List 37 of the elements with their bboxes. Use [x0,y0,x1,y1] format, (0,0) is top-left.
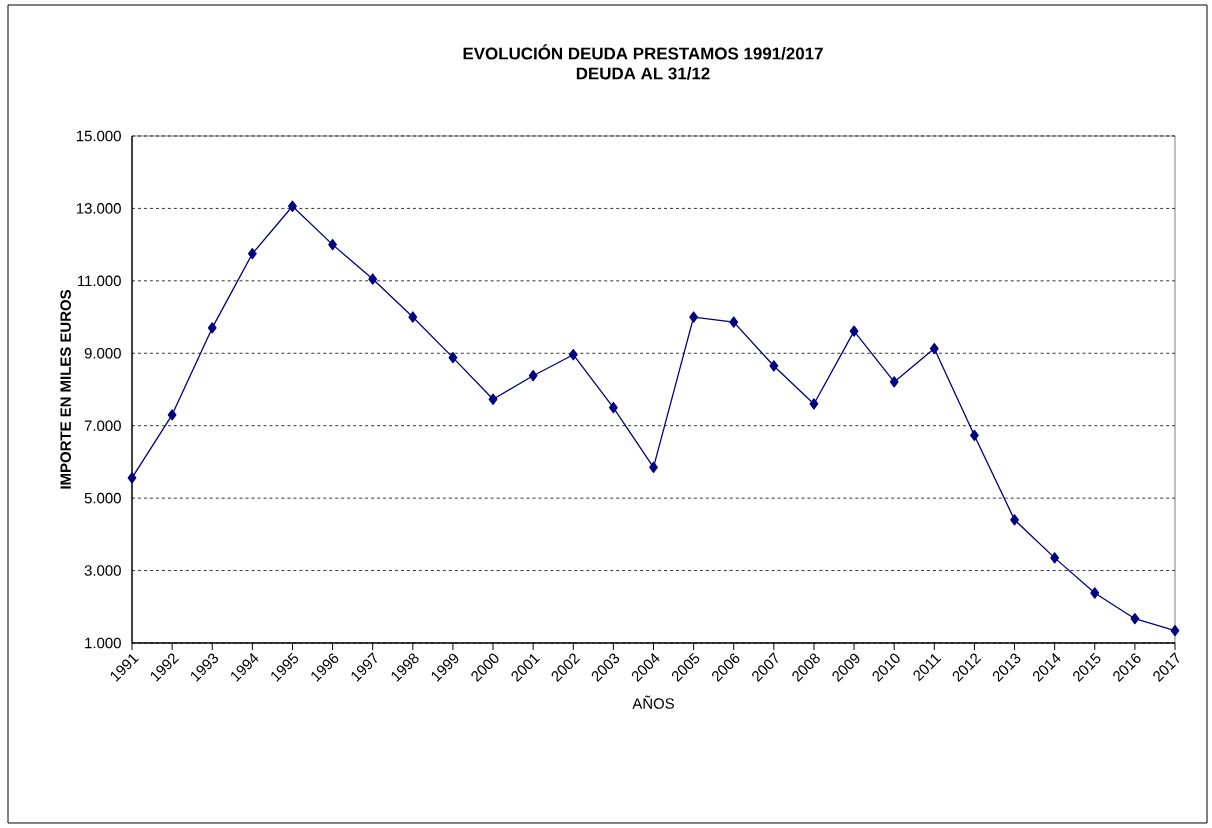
point [889,376,899,388]
y-tick-label: 13.000 [76,203,121,214]
x-axis-title: AÑOS [632,695,674,709]
y-tick-label: 11.000 [78,275,121,287]
point [729,316,739,328]
point [167,409,177,421]
point [1010,514,1019,526]
y-tick-label: 7.000 [84,420,121,431]
point [528,370,538,382]
point [127,472,137,484]
point [809,398,819,410]
point [408,311,418,323]
point [368,273,378,285]
y-tick-label: 5.000 [84,492,121,504]
point [448,351,458,364]
y-tick-label: 3.000 [84,565,121,576]
point [247,248,257,260]
point [1170,625,1180,637]
point [929,342,939,355]
point [568,349,578,361]
point [608,401,618,414]
point [207,322,217,334]
point [849,325,859,337]
point [689,311,699,323]
point [1090,587,1100,599]
point [488,393,498,405]
chart-title: EVOLUCIÓN DEUDA PRESTAMOS 1991/2017 [463,44,823,60]
y-tick-label: 15.000 [76,130,121,142]
point [769,360,779,372]
chart-subtitle: DEUDA AL 31/12 [576,67,710,80]
point [1050,552,1060,564]
point [649,461,658,473]
point [288,200,297,212]
y-tick-label: 1.000 [85,637,121,649]
point [1130,613,1140,625]
y-tick-label: 9.000 [84,347,121,359]
y-axis-title: IMPORTE EN MILES EUROS [60,290,71,489]
